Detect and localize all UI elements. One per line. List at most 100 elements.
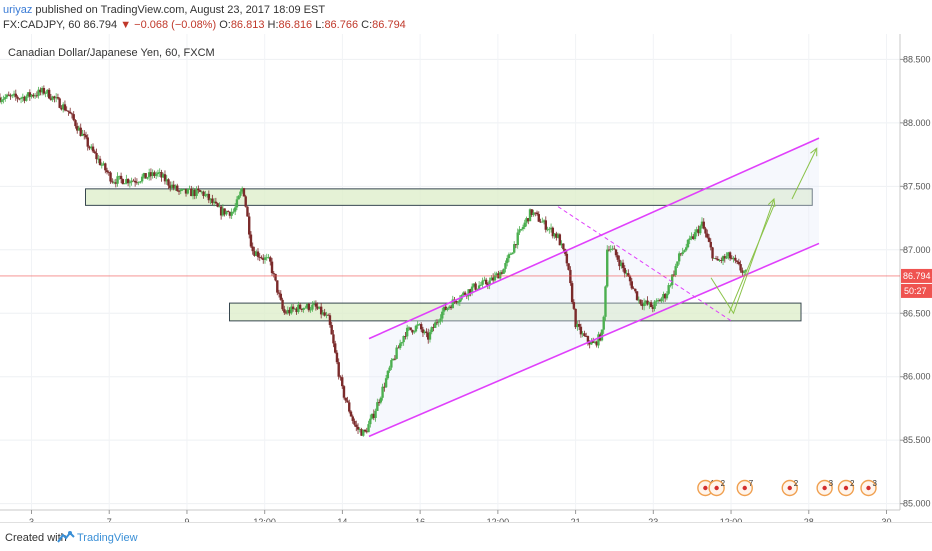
candle-body [191,189,195,197]
candle-body [54,97,58,99]
event-dot [703,485,708,491]
candle-body [339,376,342,378]
candle-body [58,98,61,108]
candle-body [388,367,391,371]
candle-body [93,151,96,153]
candle-body [525,218,528,223]
candle-body [493,275,497,281]
candle-body [91,146,95,152]
candle-body [177,190,181,192]
candle-body [132,180,135,182]
candle-body [149,172,153,177]
publish-info: uriyaz published on TradingView.com, Aug… [3,4,325,16]
candle-body [140,176,144,182]
candle-body [539,221,542,223]
candle-body [509,254,512,255]
candle-body [337,362,340,377]
candle-body [716,258,719,261]
candle-body [660,298,663,302]
price-chart[interactable]: 85.000 85.500 86.000 86.500 87.000 87.500 88.0… [0,34,932,522]
candle-body [321,312,325,315]
author-link[interactable]: uriyaz [3,4,33,16]
candle-body [662,294,665,299]
candle-body [265,257,268,259]
ohlc-line: FX:CADJPY, 60 86.794 ▼ −0.068 (−0.08%) O… [3,19,406,31]
candle-body [286,309,290,314]
candle-body [225,211,228,215]
candle-body [353,420,356,425]
candle-body [390,360,393,368]
candle-body [186,189,189,194]
candle-body [160,172,163,178]
candle-body [449,306,453,309]
tradingview-brand[interactable]: TradingView [77,532,138,544]
candle-body [102,163,105,165]
chart-header: uriyaz published on TradingView.com, Aug… [0,0,932,34]
candle-body [12,93,16,95]
candle-body [642,302,646,307]
time-axis[interactable]: 3 7 9 12:00 14 16 12:00 21 23 12:00 28 30 [29,510,892,522]
candle-body [240,188,244,192]
candle-body [670,274,674,286]
price-axis[interactable]: 85.000 85.500 86.000 86.500 87.000 87.500 88.0… [900,54,931,509]
candle-body [548,228,551,230]
candle-body [290,306,293,314]
time-tick-label: 7 [107,517,112,522]
candle-body [463,292,467,295]
candle-body [446,307,449,310]
candle-body [377,402,381,403]
low-label: L: [315,19,325,31]
candle-body [60,107,63,110]
candle-body [470,286,474,294]
candle-body [502,268,505,274]
candle-body [718,260,721,261]
candle-body [544,220,548,230]
candle-body [588,341,591,345]
candle-body [685,247,688,251]
candle-body [383,386,386,388]
candle-body [249,234,253,247]
candle-body [476,288,479,290]
candle-body [586,336,590,342]
candle-body [546,229,549,231]
candle-body [288,309,291,314]
candle-body [200,191,204,193]
candle-body [77,127,81,131]
candle-body [530,209,533,215]
candle-body [258,256,261,258]
candle-body [267,257,270,259]
candle-body [699,225,702,234]
candle-body [467,289,470,297]
candle-body [170,184,174,188]
candle-body [441,311,444,319]
tradingview-logo-icon [57,531,75,543]
symbol-label: FX:CADJPY, 60 [3,19,81,31]
candle-body [532,212,535,215]
candle-body [420,324,423,330]
chart-title: Canadian Dollar/Japanese Yen, 60, FXCM [8,47,215,59]
candle-body [495,273,498,276]
candle-body [397,347,400,349]
candle-body [700,221,704,226]
candle-body [630,281,633,289]
candle-body [112,182,116,184]
candle-body [477,285,481,289]
candle-body [414,325,418,332]
candle-body [376,402,379,411]
price-tick-label: 88.000 [903,118,931,128]
candle-body [514,244,518,246]
candle-body [504,263,507,269]
candle-body [298,304,302,309]
candle-body [412,331,416,333]
price-tick-label: 85.000 [903,499,931,509]
candle-body [248,216,251,235]
candle-body [507,254,511,259]
candle-body [256,251,260,257]
event-count: 2 [721,479,726,488]
candle-body [370,413,374,419]
candle-body [295,308,298,313]
candle-body [562,243,565,250]
candle-body [491,277,495,281]
candle-body [283,309,286,313]
candle-body [483,279,486,281]
